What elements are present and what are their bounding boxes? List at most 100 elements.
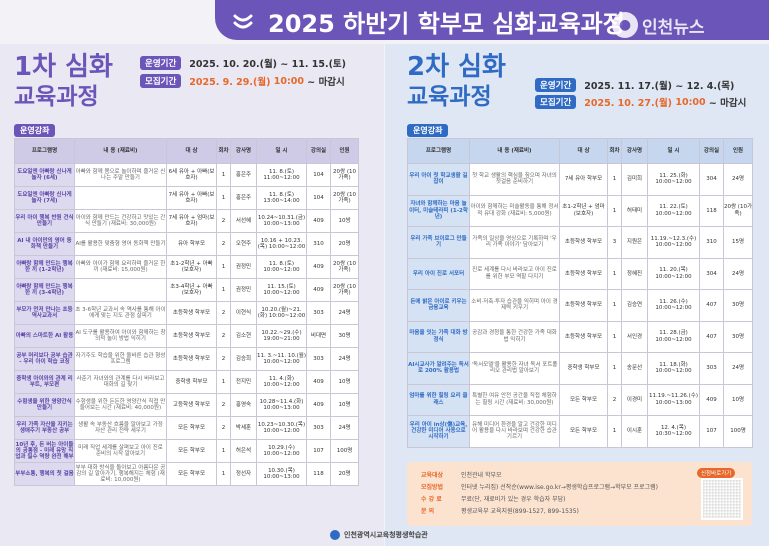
cell-schedule: 11. 8.(토) 13:00~14:00 bbox=[256, 186, 307, 210]
column-header: 내 용 (재료비) bbox=[469, 138, 560, 164]
cell-sessions: 2 bbox=[216, 416, 231, 440]
cell-room: 303 bbox=[306, 301, 331, 325]
table-row: 우리 가족 브이로그 만들기 가족의 일상을 영상으로 기록하며 '우리 가족 이… bbox=[407, 226, 753, 259]
cell-target: 모든 학부모 bbox=[166, 462, 217, 486]
recruit-period-date: 2025. 9. 29.(월) bbox=[189, 77, 271, 88]
column-header: 일 시 bbox=[647, 138, 700, 164]
section-label: 운영강좌 bbox=[407, 124, 449, 137]
cell-room: 303 bbox=[699, 352, 724, 385]
cell-instructor: 홍은주 bbox=[230, 186, 257, 210]
cell-target: 모든 학부모 bbox=[559, 415, 608, 448]
cell-target: 초등학생 학부모 bbox=[166, 347, 217, 371]
cell-content: 아빠와 함께 몸으로 놀이하며 즐거운 신나는 주말 만들기 bbox=[74, 163, 167, 187]
cell-content: AI 도구를 활용하여 아이와 함께하는 창의적 놀이 방법 익히기 bbox=[74, 324, 167, 348]
cell-content: 가족의 일상을 영상으로 기록하며 '우리 가족 이야기' 담아보기 bbox=[469, 226, 560, 259]
cell-capacity: 24명 bbox=[723, 163, 753, 196]
cell-target: 7세 유아 + 엄마(보호자) bbox=[166, 209, 217, 233]
cell-program-name: 마음을 잇는 가족 대화 방정식 bbox=[407, 320, 470, 353]
cell-capacity: 10명 bbox=[330, 370, 359, 394]
cell-instructor: 김승희 bbox=[230, 347, 257, 371]
info-box: 교육대상 인천관내 학부모 모집방법 인터넷 누리집) 선착순(www.ise.… bbox=[407, 462, 752, 526]
cell-room: 409 bbox=[306, 393, 331, 417]
cell-schedule: 10.28~11.4.(화) 10:00~13:00 bbox=[256, 393, 307, 417]
cell-capacity: 24명 bbox=[723, 257, 753, 290]
cell-program-name: 자녀와 함께하는 마음 놀이터, 미술테라피 (1-2학년) bbox=[407, 194, 470, 227]
cell-target: 초등학생 학부모 bbox=[166, 324, 217, 348]
cell-capacity: 10명 bbox=[723, 383, 753, 416]
table-row: 아빠랑 함께 만드는 행복 한 끼 (3-4학년) 초3-4학년 + 아빠(보호자… bbox=[14, 278, 359, 302]
cell-target: 중학생 학부모 bbox=[166, 370, 217, 394]
cell-instructor: 권정민 bbox=[230, 255, 257, 279]
table-row: 부부소통, 행복의 첫 걸음 부부 대화 방식을 돌아보고 아름다운 공감의 길 … bbox=[14, 462, 359, 486]
cell-instructor: 서선혜 bbox=[230, 209, 257, 233]
cell-target: 7세 유아 + 아빠(보호자) bbox=[166, 186, 217, 210]
cell-sessions: 1 bbox=[216, 278, 231, 302]
cell-content bbox=[74, 278, 167, 302]
cell-target: 중학생 학부모 bbox=[559, 352, 608, 385]
cell-capacity: 24명 bbox=[330, 301, 359, 325]
watermark-logo-icon: ● bbox=[612, 12, 638, 38]
cell-content: 생활 속 부동산 흐름을 알아보고 가정 자산 관리 전략 세우기 bbox=[74, 416, 167, 440]
table-row: 마음을 잇는 가족 대화 방정식 공감과 경청을 통한 건강한 가족 대화법 익히… bbox=[407, 320, 753, 353]
cell-target: 6세 유아 + 아빠(보호자) bbox=[166, 163, 217, 187]
run-period-label: 운영기간 bbox=[140, 56, 182, 70]
cell-capacity: 30명 bbox=[723, 289, 753, 322]
run-period: 운영기간 2025. 11. 17.(월) ~ 12. 4.(목) bbox=[535, 78, 734, 92]
cell-room: 비대면 bbox=[306, 324, 331, 348]
cell-schedule: 10.23~10.30.(목) 10:00~12:00 bbox=[256, 416, 307, 440]
table-row: 엄마를 위한 힐링 요리 클래스 특별한 여유 안전 공간을 직접 체험하는 힐링… bbox=[407, 383, 753, 416]
institution-name: 인천광역시교육청평생학습관 bbox=[344, 531, 428, 539]
cell-program-name: 공부 머리보다 공부 습관 - 우리 아이 학습 코칭 bbox=[14, 347, 75, 371]
run-period-value: 2025. 11. 17.(월) ~ 12. 4.(목) bbox=[584, 81, 735, 92]
institution-logo-icon bbox=[330, 530, 340, 540]
cell-target: 초등학생 학부모 bbox=[559, 226, 608, 259]
cell-target: 7세 유아 학부모 bbox=[559, 163, 608, 196]
table-header-row: 프로그램명 내 용 (재료비) 대 상 회차 강사명 일 시 강의실 인원 bbox=[407, 138, 753, 164]
cell-instructor: 전지민 bbox=[230, 370, 257, 394]
cell-schedule: 11.19.~12.3.(수) 10:00~12:00 bbox=[647, 226, 700, 259]
cell-content: 자기주도 학습을 위한 올바른 습관 형성 프로그램 bbox=[74, 347, 167, 371]
cell-program-name: 아빠의 스마트한 AI 활용 bbox=[14, 324, 75, 348]
apply-shortcut-label[interactable]: 신청바로가기 bbox=[697, 468, 736, 478]
cell-program-name: 돈에 밝은 아이로 키우는 금융교육 bbox=[407, 289, 470, 322]
cell-schedule: 11. 22.(토) 10:00~12:00 bbox=[647, 194, 700, 227]
column-header: 대 상 bbox=[166, 138, 217, 164]
cell-sessions: 1 bbox=[607, 163, 622, 196]
cell-instructor: 홍은주 bbox=[230, 163, 257, 187]
second-course-panel: 2차 심화 교육과정 운영기간 2025. 11. 17.(월) ~ 12. 4… bbox=[385, 44, 769, 546]
table-row: AI시교사가 알려주는 독서로 200% 활용법 '독서모델'을 활용한 자녀 독… bbox=[407, 352, 753, 385]
table-row: 도요일엔 아빠랑 신나게 놀자 (6세) 아빠와 함께 몸으로 놀이하며 즐거운 … bbox=[14, 163, 359, 187]
cell-capacity: 24명 bbox=[330, 416, 359, 440]
cell-capacity: 20명 bbox=[330, 232, 359, 256]
cell-instructor: 이경미 bbox=[621, 383, 648, 416]
table-row: 우리 아이 첫 학교생활 길잡이 첫 학교 생활의 핵심을 짚으며 자녀의 첫걸음… bbox=[407, 163, 753, 196]
cell-target: 초3-4학년 + 아빠(보호자) bbox=[166, 278, 217, 302]
cell-content: 부부 대화 방식을 돌아보고 아름다운 공감의 길 알아가기, 행복해지는 체험… bbox=[74, 462, 167, 486]
cell-content: 아빠와 아이가 함께 요리하며 즐거운 한 끼 (재료비: 15,000원) bbox=[74, 255, 167, 279]
qr-code-icon[interactable] bbox=[701, 478, 743, 520]
recruit-period: 모집기간 2025. 9. 29.(월) 10:00 ~ 마감시 bbox=[140, 74, 345, 88]
course-table: 프로그램명 내 용 (재료비) 대 상 회차 강사명 일 시 강의실 인원 도요일엔 아빠랑 … bbox=[14, 138, 359, 486]
cell-instructor: 이현식 bbox=[230, 301, 257, 325]
cell-program-name: 아빠랑 함께 만드는 행복 한 끼 (1-2학년) bbox=[14, 255, 75, 279]
first-course-panel: 1차 심화 교육과정 운영기간 2025. 10. 20.(월) ~ 11. 1… bbox=[0, 44, 384, 546]
cell-program-name: 엄마를 위한 힐링 요리 클래스 bbox=[407, 383, 470, 416]
cell-schedule: 11. 18.(화) 10:00~12:00 bbox=[647, 352, 700, 385]
table-row: AI 내 아이만의 영어 동화책 만들기 AI를 활용한 맞춤형 영어 동화책 만… bbox=[14, 232, 359, 256]
cell-target: 초등학생 학부모 bbox=[559, 289, 608, 322]
cell-sessions: 1 bbox=[216, 370, 231, 394]
cell-schedule: 11. 25.(화) 10:00~12:00 bbox=[647, 163, 700, 196]
cell-room: 104 bbox=[306, 163, 331, 187]
cell-program-name: 우리 아이 첫 학교생활 길잡이 bbox=[407, 163, 470, 196]
column-header: 일 시 bbox=[256, 138, 307, 164]
cell-room: 409 bbox=[699, 383, 724, 416]
cell-content: 공감과 경청을 통한 건강한 가족 대화법 익히기 bbox=[469, 320, 560, 353]
run-period-label: 운영기간 bbox=[535, 78, 577, 92]
info-row-contact: 문 의 평생교육부 교육지원(899-1527, 899-1535) bbox=[421, 508, 579, 515]
column-header: 내 용 (재료비) bbox=[74, 138, 167, 164]
cell-instructor: 홍영숙 bbox=[230, 393, 257, 417]
cell-instructor: 지원은 bbox=[621, 226, 648, 259]
cell-room: 407 bbox=[699, 320, 724, 353]
cell-capacity: 20쌍 (10가족) bbox=[330, 186, 359, 210]
table-row: 우리 아이 진로 서포터 진로 세계를 다시 바라보고 아이 진로를 위한 부모 … bbox=[407, 257, 753, 290]
